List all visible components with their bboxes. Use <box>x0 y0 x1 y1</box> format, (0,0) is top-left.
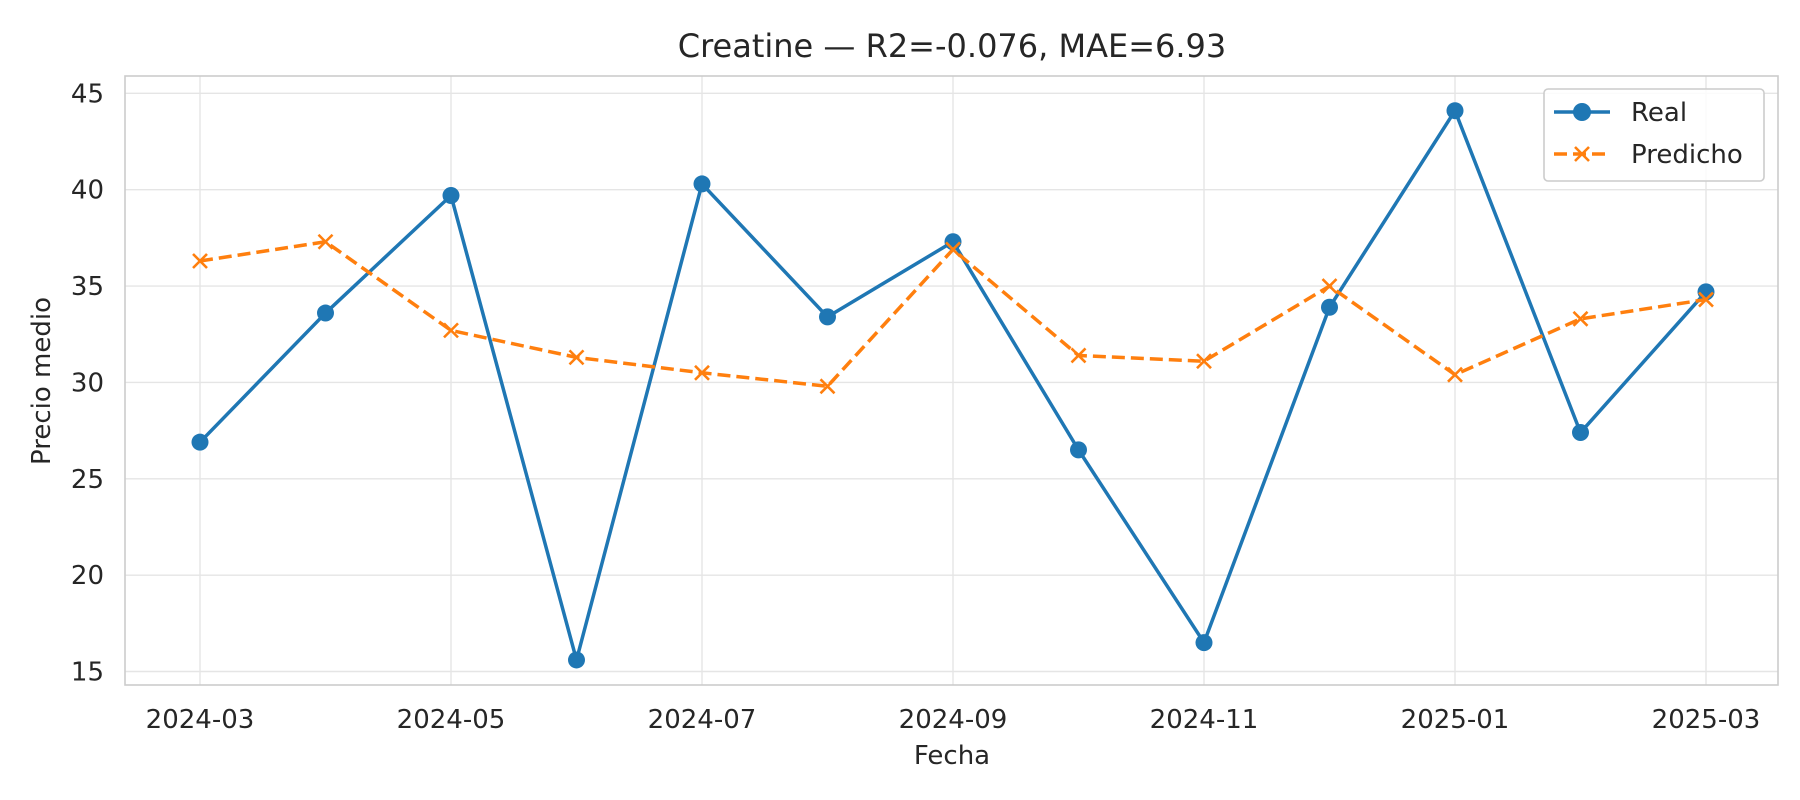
data-point-predicho <box>317 233 334 250</box>
data-point-predicho-stroke-b <box>192 253 208 269</box>
data-point-predicho <box>1196 353 1212 370</box>
data-point-predicho-stroke-b <box>819 378 836 395</box>
data-point-real <box>317 304 334 322</box>
data-point-predicho-stroke-b <box>568 349 585 366</box>
y-tick-label: 40 <box>71 176 104 206</box>
y-tick-label: 20 <box>71 561 104 591</box>
y-tick-label: 15 <box>71 658 104 688</box>
data-point-predicho-stroke-b <box>1196 353 1212 370</box>
legend: Real Predicho <box>1543 88 1765 182</box>
x-tick-label: 2024-07 <box>648 705 757 735</box>
data-point-predicho-stroke-b <box>1698 291 1714 308</box>
data-point-predicho <box>1070 347 1087 364</box>
x-tick-label: 2024-11 <box>1150 705 1259 735</box>
x-tick-label: 2025-01 <box>1401 705 1510 735</box>
legend-x-marker-stroke-b <box>1574 146 1590 162</box>
y-tick-label: 45 <box>71 79 104 109</box>
data-point-predicho-stroke-b <box>1447 366 1463 383</box>
data-point-predicho-stroke-b <box>317 233 334 250</box>
data-point-real <box>693 175 711 193</box>
data-point-real <box>1195 634 1213 652</box>
data-point-predicho <box>819 378 836 395</box>
data-point-predicho <box>694 364 710 381</box>
legend-label-real: Real <box>1631 98 1687 128</box>
data-point-predicho-stroke-b <box>1321 278 1338 294</box>
gridlines <box>125 76 1778 685</box>
chart-title: Creatine — R2=-0.076, MAE=6.93 <box>678 27 1227 65</box>
data-point-predicho-stroke-b <box>694 364 710 381</box>
legend-marker-predicho <box>1574 146 1590 162</box>
x-tick-label: 2024-03 <box>146 705 255 735</box>
data-point-predicho-stroke-b <box>443 322 459 339</box>
plot-area-frame <box>124 75 1779 686</box>
legend-label-predicho: Predicho <box>1631 140 1743 170</box>
data-point-real <box>1572 424 1589 442</box>
data-point-predicho-stroke-b <box>1572 310 1589 327</box>
legend-x-marker <box>1574 146 1590 162</box>
x-tick-label: 2024-09 <box>899 705 1008 735</box>
y-tick-label: 30 <box>71 368 104 398</box>
legend-marker-real <box>1573 103 1591 121</box>
data-point-real <box>1070 441 1087 459</box>
x-axis-ticks: 2024-03 2024-05 2024-07 2024-09 2024-11 2025-… <box>146 705 1761 735</box>
data-point-predicho <box>1321 278 1338 294</box>
data-point-real <box>819 308 836 326</box>
data-point-predicho <box>192 253 208 269</box>
y-axis-title: Precio medio <box>27 297 57 465</box>
x-tick-label: 2025-03 <box>1652 705 1761 735</box>
data-point-real <box>568 651 585 669</box>
y-axis-ticks: 15 20 25 30 35 40 45 <box>71 79 104 687</box>
data-point-real <box>1446 102 1464 120</box>
data-point-predicho <box>443 322 459 339</box>
data-point-predicho <box>1572 310 1589 327</box>
y-tick-label: 35 <box>71 272 104 302</box>
data-point-real <box>191 433 209 451</box>
data-point-real <box>1321 298 1338 316</box>
data-point-predicho <box>945 241 961 258</box>
data-point-predicho <box>568 349 585 366</box>
data-point-predicho <box>1698 291 1714 308</box>
data-point-predicho-stroke-b <box>1070 347 1087 364</box>
y-tick-label: 25 <box>71 465 104 495</box>
data-point-real <box>442 186 460 204</box>
data-point-predicho <box>1447 366 1463 383</box>
x-axis-title: Fecha <box>914 741 990 771</box>
data-point-predicho-stroke-b <box>945 241 961 258</box>
x-tick-label: 2024-05 <box>397 705 506 735</box>
data-series <box>191 102 1715 669</box>
